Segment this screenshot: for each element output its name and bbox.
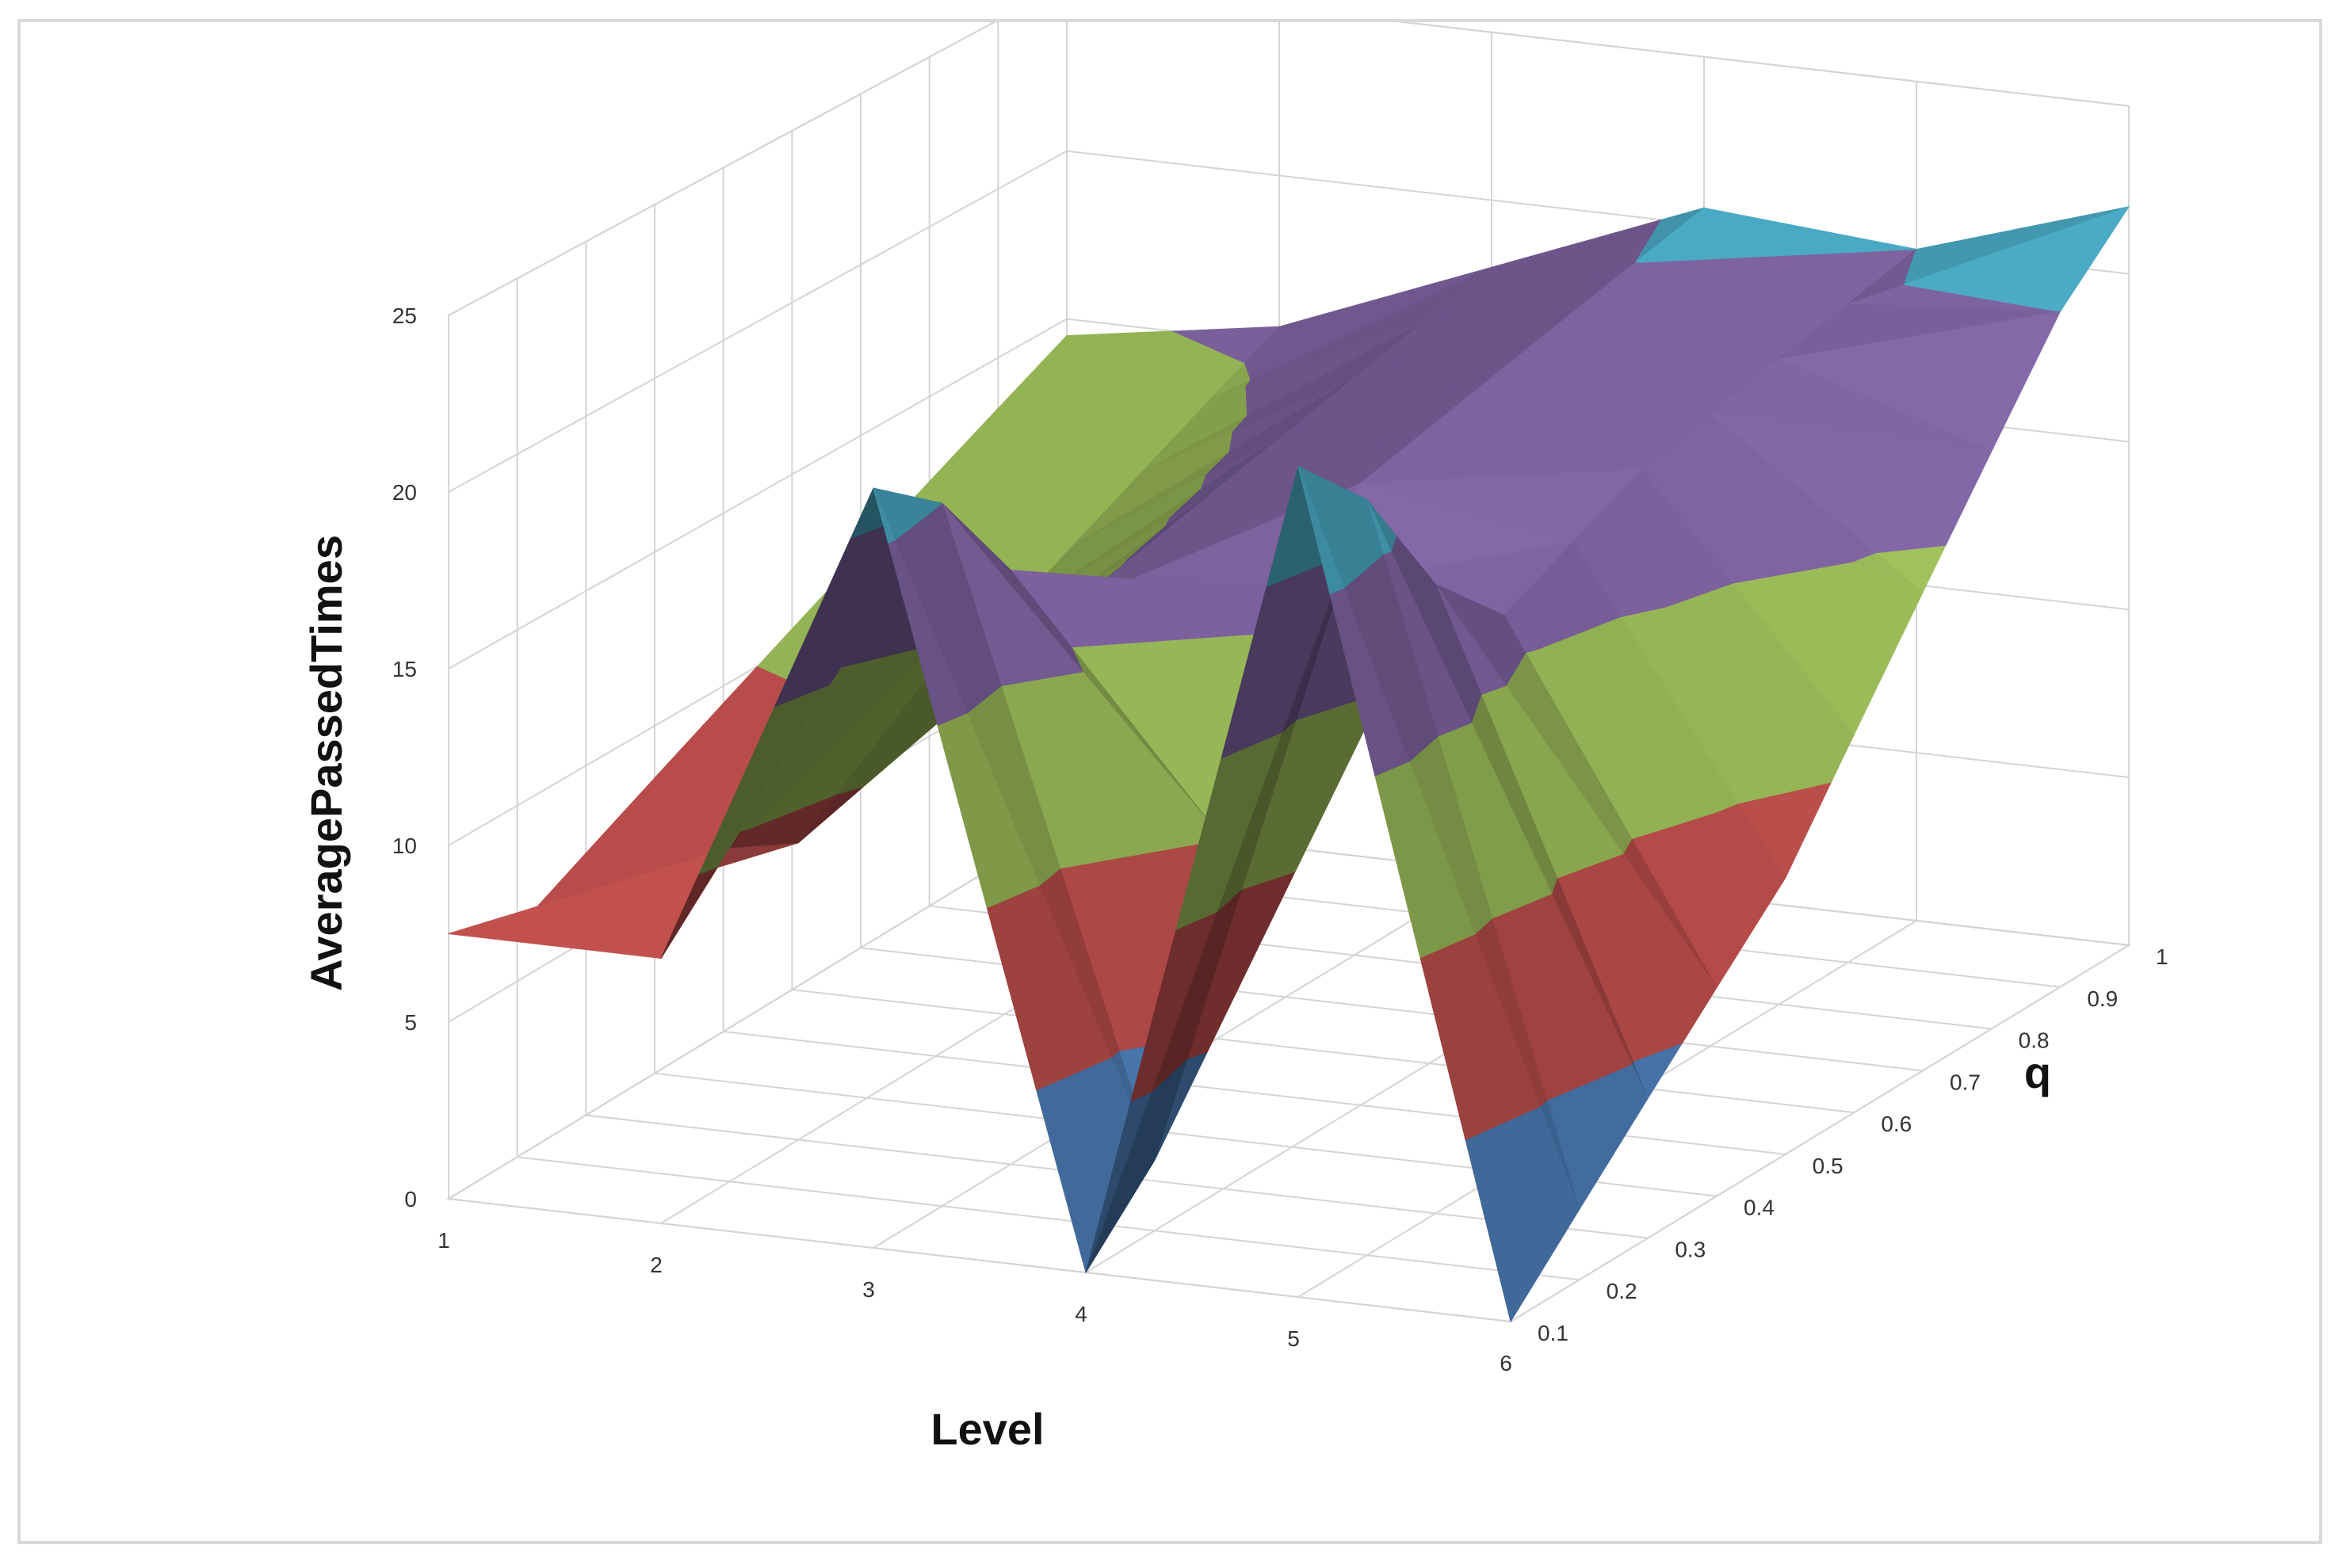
z-gridline [448,22,2130,316]
surface-patch [1903,206,2130,312]
y-tick-label: 1 [2156,944,2168,969]
floor-gridline [1510,944,2130,1322]
y-axis-title: q [2024,1047,2051,1097]
y-tick-label: 0.9 [2087,986,2118,1011]
x-tick-label: 5 [1287,1326,1300,1351]
surface-patch [1297,466,1345,595]
floor-gridline [448,1198,1511,1322]
z-tick-label: 15 [392,657,417,681]
z-tick-label: 20 [392,480,417,505]
y-tick-label: 0.1 [1538,1321,1568,1345]
y-tick-label: 0.6 [1881,1112,1912,1136]
surface-plot [448,206,2130,1322]
y-axis-ticks: 0.1 0.2 0.3 0.4 0.5 0.6 0.7 0.8 0.9 1 [1538,944,2168,1345]
y-tick-label: 0.2 [1607,1279,1637,1303]
x-tick-label: 4 [1075,1302,1087,1326]
z-tick-label: 5 [404,1010,417,1035]
y-tick-label: 0.4 [1744,1196,1775,1220]
x-tick-label: 3 [862,1277,875,1302]
floor-gridline [792,989,1855,1114]
y-tick-label: 0.3 [1675,1237,1706,1261]
y-tick-label: 0.8 [2019,1028,2050,1053]
z-tick-label: 10 [392,834,417,858]
floor-gridline [517,1156,1580,1281]
z-axis-ticks: 0 5 10 15 20 25 [392,303,417,1211]
floor-gridline [448,822,1068,1200]
z-axis-title: AveragePassedTimes [301,535,351,991]
z-tick-label: 0 [404,1187,417,1211]
x-tick-label: 2 [650,1253,663,1277]
z-tick-label: 25 [392,303,417,328]
x-axis-ticks: 1 2 3 4 5 6 [437,1228,1512,1375]
surface-patch [873,487,896,544]
x-tick-label: 6 [1500,1351,1512,1375]
y-tick-label: 0.5 [1813,1154,1844,1178]
x-axis-title: Level [930,1404,1044,1454]
x-tick-label: 1 [437,1228,450,1253]
y-tick-label: 0.7 [1950,1070,1981,1094]
